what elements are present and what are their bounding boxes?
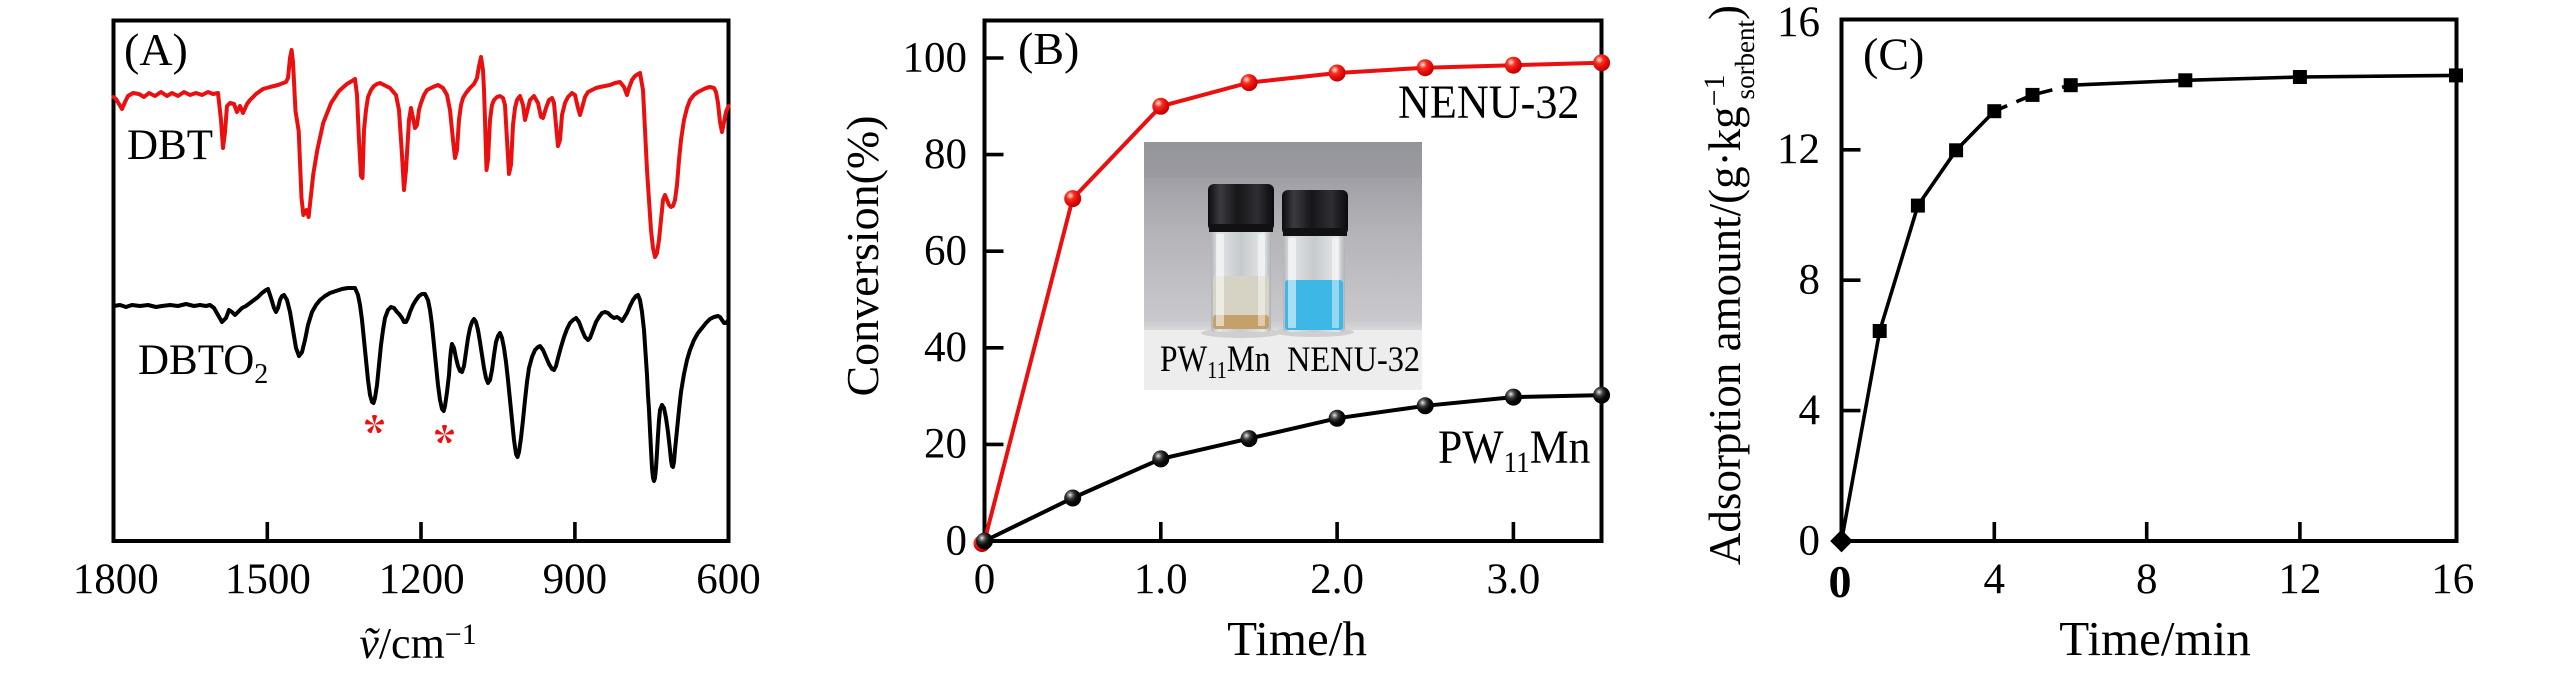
svg-text:3.0: 3.0 bbox=[1487, 556, 1541, 603]
svg-text:12: 12 bbox=[1777, 126, 1820, 173]
svg-text:100: 100 bbox=[903, 35, 968, 82]
svg-text:(C): (C) bbox=[1863, 29, 1924, 80]
svg-text:Time/min: Time/min bbox=[2059, 611, 2251, 666]
svg-text:0: 0 bbox=[1829, 556, 1852, 607]
svg-text:16: 16 bbox=[2431, 556, 2474, 603]
svg-text:NENU-32: NENU-32 bbox=[1287, 339, 1420, 379]
svg-text:ṽ/cm−1: ṽ/cm−1 bbox=[359, 618, 476, 668]
svg-text:(A): (A) bbox=[124, 24, 188, 75]
svg-text:40: 40 bbox=[924, 324, 967, 371]
svg-text:0: 0 bbox=[1799, 518, 1821, 565]
svg-text:60: 60 bbox=[924, 228, 967, 275]
svg-text:1200: 1200 bbox=[379, 556, 465, 603]
svg-text:900: 900 bbox=[543, 556, 608, 603]
svg-text:PW11Mn: PW11Mn bbox=[1160, 339, 1270, 384]
svg-text:4: 4 bbox=[1799, 387, 1821, 434]
svg-text:1800: 1800 bbox=[73, 556, 159, 603]
svg-text:8: 8 bbox=[2136, 556, 2158, 603]
svg-text:(B): (B) bbox=[1018, 23, 1079, 74]
svg-text:DBTO2: DBTO2 bbox=[138, 337, 268, 390]
svg-text:4: 4 bbox=[1984, 556, 2006, 603]
svg-text:Conversion(%): Conversion(%) bbox=[837, 115, 888, 396]
svg-text:0: 0 bbox=[946, 518, 968, 565]
svg-text:16: 16 bbox=[1777, 0, 1820, 46]
svg-text:1500: 1500 bbox=[225, 556, 311, 603]
svg-text:0: 0 bbox=[974, 556, 996, 603]
svg-text:12: 12 bbox=[2278, 556, 2321, 603]
svg-text:NENU-32: NENU-32 bbox=[1398, 75, 1579, 128]
svg-text:8: 8 bbox=[1799, 257, 1821, 304]
svg-text:DBT: DBT bbox=[127, 122, 213, 169]
svg-text:20: 20 bbox=[924, 421, 967, 468]
svg-text:2.0: 2.0 bbox=[1310, 556, 1364, 603]
svg-text:80: 80 bbox=[924, 131, 967, 178]
svg-text:PW11Mn: PW11Mn bbox=[1438, 420, 1590, 479]
svg-text:Adsorption amount/(g·kg−1sorbe: Adsorption amount/(g·kg−1sorbent) bbox=[1698, 5, 1760, 565]
svg-text:Time/h: Time/h bbox=[1227, 611, 1367, 666]
svg-text:1.0: 1.0 bbox=[1134, 556, 1188, 603]
svg-text:600: 600 bbox=[696, 556, 761, 603]
